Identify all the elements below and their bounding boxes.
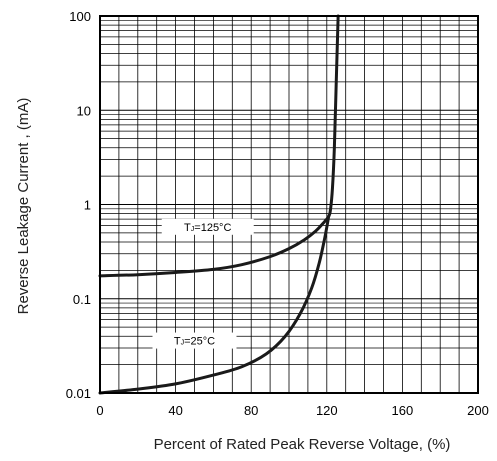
y-axis-title: Reverse Leakage Current , (mA) <box>15 98 32 315</box>
x-tick-label: 160 <box>392 403 414 418</box>
y-tick-label: 0.01 <box>66 386 91 401</box>
x-tick-label: 40 <box>168 403 182 418</box>
x-tick-label: 200 <box>467 403 489 418</box>
label-tj-125c-box <box>161 218 254 235</box>
curve-tj-25c <box>98 214 331 395</box>
tick-labels: 0 40 80 120 160 200 0.01 0.1 1 10 100 <box>66 9 489 418</box>
x-tick-label: 80 <box>244 403 258 418</box>
annotations: TJ=125°C TJ=25°C <box>152 218 254 349</box>
y-tick-label: 10 <box>77 103 91 118</box>
label-tj-25c: TJ=25°C <box>174 336 215 348</box>
x-tick-label: 0 <box>96 403 103 418</box>
curve-tj-125c <box>98 14 340 278</box>
y-tick-label: 0.1 <box>73 292 91 307</box>
y-tick-label: 1 <box>84 198 91 213</box>
plot-frame <box>99 15 479 394</box>
x-axis-title: Percent of Rated Peak Reverse Voltage, (… <box>154 436 451 453</box>
grid <box>100 16 478 393</box>
curves <box>98 14 340 395</box>
label-tj-25c-box <box>152 332 237 349</box>
y-tick-label: 100 <box>69 9 91 24</box>
label-tj-125c-subscript: J <box>191 226 195 233</box>
label-tj-125c: TJ=125°C <box>184 222 231 234</box>
label-tj-25c-subscript: J <box>181 340 185 347</box>
x-tick-label: 120 <box>316 403 338 418</box>
